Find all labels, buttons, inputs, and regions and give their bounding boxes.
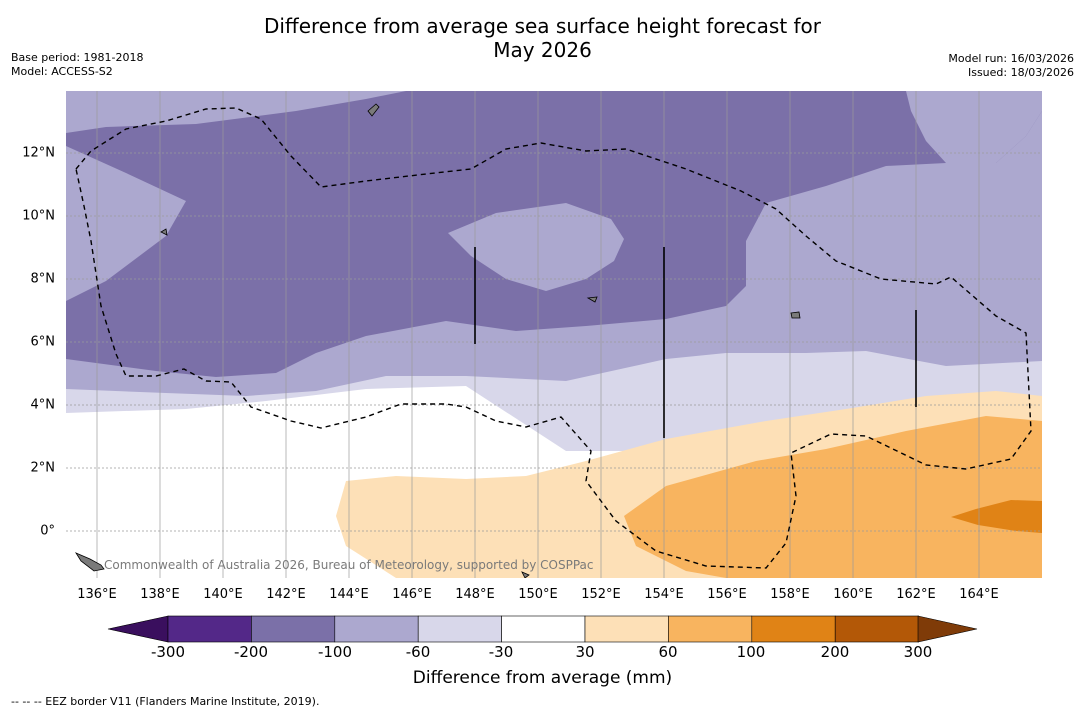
contour-neg60-inner-a bbox=[66, 146, 186, 301]
lon-tick: 156°E bbox=[707, 587, 747, 602]
model-run: Model run: 16/03/2026 bbox=[948, 52, 1074, 65]
colorbar-tick: -60 bbox=[405, 643, 431, 661]
lon-tick: 150°E bbox=[518, 587, 558, 602]
model-name: Model: ACCESS-S2 bbox=[11, 65, 113, 78]
map-panel bbox=[66, 91, 1042, 578]
colorbar-segment bbox=[417, 615, 502, 643]
eez-footnote: -- -- -- EEZ border V11 (Flanders Marine… bbox=[11, 695, 320, 708]
colorbar-segment bbox=[501, 615, 586, 643]
lon-tick: 146°E bbox=[392, 587, 432, 602]
issued-date: Issued: 18/03/2026 bbox=[967, 66, 1074, 79]
colorbar-tick: -200 bbox=[233, 643, 269, 661]
lon-tick: 136°E bbox=[77, 587, 117, 602]
eez-border bbox=[75, 107, 1032, 569]
colorbar-segment bbox=[167, 615, 252, 643]
title-line-2: May 2026 bbox=[493, 38, 592, 62]
meta-left: Base period: 1981-2018 Model: ACCESS-S2 bbox=[11, 51, 143, 79]
colorbar-extend-high bbox=[917, 615, 978, 643]
graticule bbox=[66, 91, 1042, 578]
colorbar-tick: 60 bbox=[658, 643, 678, 661]
contour-60 bbox=[624, 416, 1042, 578]
colorbar-tick: 30 bbox=[575, 643, 595, 661]
colorbar-segment bbox=[668, 615, 753, 643]
colorbar-graphic bbox=[107, 615, 978, 643]
sea-height-map bbox=[66, 91, 1042, 578]
lon-tick: 154°E bbox=[644, 587, 684, 602]
base-period: Base period: 1981-2018 bbox=[11, 51, 144, 64]
meta-right: Model run: 16/03/2026 Issued: 18/03/2026 bbox=[948, 52, 1074, 80]
colorbar bbox=[0, 610, 1085, 654]
lon-tick: 142°E bbox=[266, 587, 306, 602]
colorbar-tick: -300 bbox=[150, 643, 186, 661]
lat-tick: 2°N bbox=[30, 460, 56, 476]
title-line-1: Difference from average sea surface heig… bbox=[263, 14, 822, 38]
colorbar-segment bbox=[751, 615, 836, 643]
lat-tick: 12°N bbox=[22, 145, 55, 161]
lon-tick: 152°E bbox=[581, 587, 621, 602]
colorbar-extend-low bbox=[107, 615, 169, 643]
islands bbox=[74, 103, 801, 578]
lon-tick: 162°E bbox=[896, 587, 936, 602]
lat-tick: 4°N bbox=[30, 397, 56, 413]
contour-neg60-inner-c bbox=[906, 91, 1042, 163]
credit-text: Commonwealth of Australia 2026, Bureau o… bbox=[104, 558, 594, 572]
lon-tick: 160°E bbox=[833, 587, 873, 602]
lat-tick: 0° bbox=[40, 523, 55, 539]
colorbar-segment bbox=[251, 615, 336, 643]
map-title: Difference from average sea surface heig… bbox=[0, 14, 1085, 62]
contour-100 bbox=[951, 500, 1042, 533]
colorbar-segment bbox=[334, 615, 419, 643]
lat-tick: 10°N bbox=[22, 208, 55, 224]
lon-tick: 138°E bbox=[140, 587, 180, 602]
colorbar-segment bbox=[584, 615, 669, 643]
colorbar-tick: -100 bbox=[317, 643, 353, 661]
lon-tick: 158°E bbox=[770, 587, 810, 602]
lon-tick: 148°E bbox=[455, 587, 495, 602]
colorbar-tick: 100 bbox=[736, 643, 766, 661]
colorbar-tick: -30 bbox=[488, 643, 514, 661]
colorbar-tick: 200 bbox=[820, 643, 850, 661]
lon-tick: 164°E bbox=[959, 587, 999, 602]
colorbar-label: Difference from average (mm) bbox=[412, 668, 673, 688]
lat-tick: 8°N bbox=[30, 271, 56, 287]
boundary-lines bbox=[474, 247, 917, 438]
lat-tick: 6°N bbox=[30, 334, 56, 350]
contour-neg60-inner-b bbox=[448, 203, 624, 291]
colorbar-tick: 300 bbox=[903, 643, 933, 661]
lon-tick: 144°E bbox=[329, 587, 369, 602]
lon-tick: 140°E bbox=[203, 587, 243, 602]
colorbar-segment bbox=[834, 615, 919, 643]
